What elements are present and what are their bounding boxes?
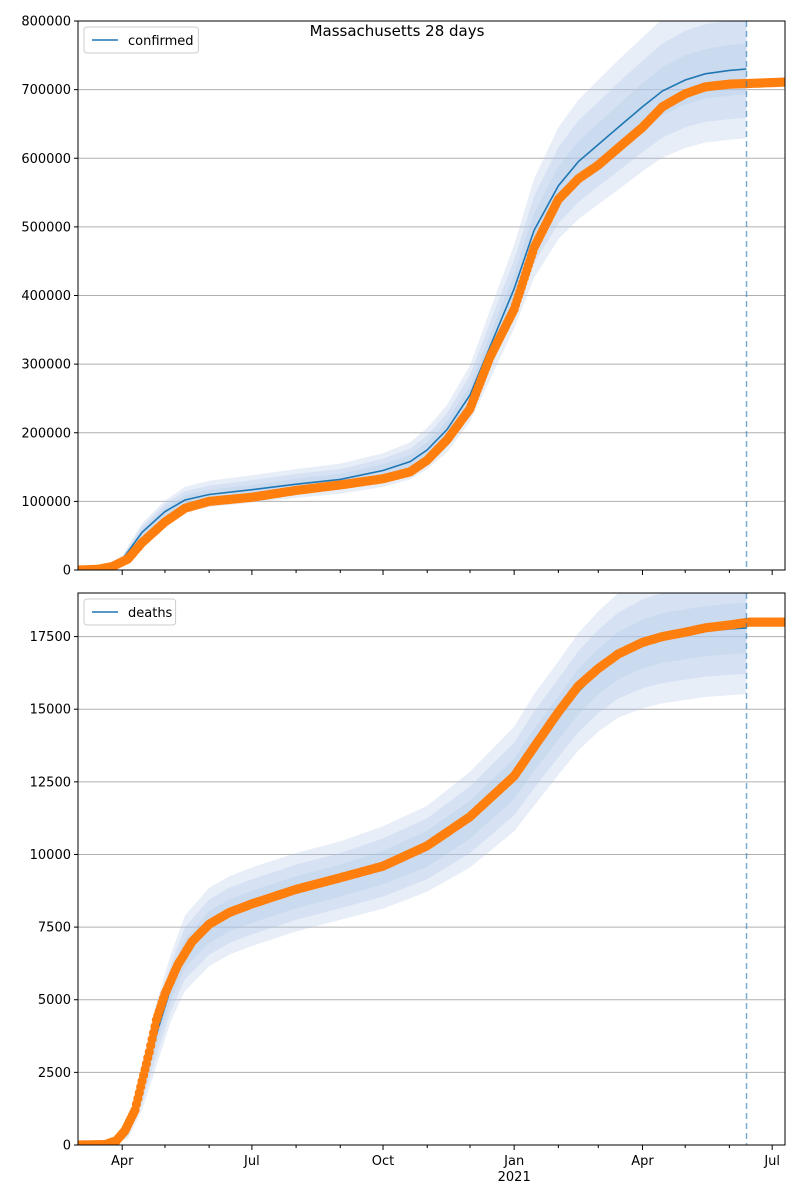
- y-tick-label: 15000: [30, 703, 71, 718]
- x-tick-label: Apr: [631, 1154, 654, 1169]
- y-tick-label: 100000: [21, 495, 71, 510]
- legend-box: [83, 598, 177, 626]
- y-tick-label: 500000: [21, 220, 71, 235]
- legend-box: [83, 26, 199, 54]
- y-tick-label: 600000: [21, 152, 71, 167]
- legend-label: confirmed: [128, 34, 194, 49]
- x-tick-label: Jul: [243, 1154, 260, 1169]
- y-tick-label: 800000: [21, 15, 71, 30]
- plot-area: [78, 21, 785, 570]
- figure-title: Massachusetts 28 days: [310, 22, 485, 40]
- y-tick-label: 17500: [30, 630, 71, 645]
- model-line: [78, 68, 747, 570]
- plot-area: [78, 593, 785, 1145]
- x-tick-label: Jul: [763, 1154, 780, 1169]
- deaths-panel: 0 2500 5000 7500 10000 12500 15000 17500 Apr Jul O…: [30, 592, 786, 1185]
- observed-point: [780, 617, 785, 627]
- x-tick-year-label: 2021: [498, 1170, 531, 1185]
- uncertainty-band-outer: [78, 593, 747, 1145]
- x-tick-label: Oct: [372, 1154, 394, 1169]
- y-tick-label: 200000: [21, 426, 71, 441]
- uncertainty-band-middle: [78, 593, 747, 1145]
- axes-frame: [77, 20, 786, 571]
- y-tick-label: 2500: [38, 1066, 71, 1081]
- y-tick-label: 400000: [21, 289, 71, 304]
- y-tick-label: 5000: [38, 993, 71, 1008]
- y-tick-label: 12500: [30, 775, 71, 790]
- observed-point: [780, 77, 785, 87]
- y-tick-label: 10000: [30, 848, 71, 863]
- y-tick-label: 7500: [38, 921, 71, 936]
- legend-label: deaths: [128, 606, 173, 621]
- y-tick-label: 700000: [21, 83, 71, 98]
- x-tick-label: Apr: [111, 1154, 134, 1169]
- x-tick-label: Jan: [503, 1154, 524, 1169]
- confirmed-panel: 0 100000 200000 300000 400000 500000 600000 700…: [21, 15, 786, 579]
- uncertainty-band-inner: [78, 602, 747, 1145]
- uncertainty-band-middle: [78, 21, 747, 570]
- legend: confirmed: [83, 26, 199, 54]
- y-tick-label: 0: [63, 1139, 71, 1154]
- y-tick-label: 300000: [21, 358, 71, 373]
- uncertainty-band-outer: [78, 21, 747, 570]
- axes-frame: [77, 592, 786, 1146]
- legend: deaths: [83, 598, 177, 626]
- y-tick-label: 0: [63, 564, 71, 579]
